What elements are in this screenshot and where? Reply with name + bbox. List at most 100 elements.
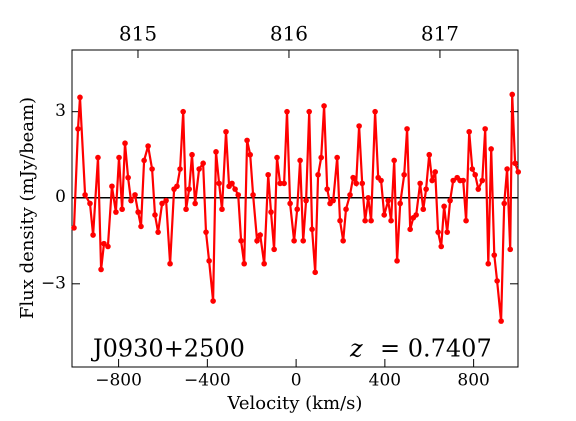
x-tick-label: −400	[184, 371, 231, 391]
data-point	[515, 169, 522, 175]
data-point	[95, 154, 101, 161]
data-point	[417, 180, 423, 187]
data-point	[167, 260, 173, 267]
data-point	[186, 186, 192, 192]
data-point	[75, 126, 81, 132]
x-axis-label: Velocity (km/s)	[227, 393, 363, 414]
data-point	[189, 151, 195, 158]
data-point	[482, 126, 488, 132]
data-point	[196, 166, 202, 172]
data-point	[488, 146, 494, 152]
data-point	[132, 192, 138, 198]
data-point	[250, 192, 256, 198]
x2-tick-label: 815	[119, 22, 157, 46]
data-point	[128, 197, 134, 204]
data-point	[309, 226, 315, 233]
data-point	[265, 171, 271, 178]
data-point	[447, 197, 453, 204]
data-point	[300, 237, 307, 244]
data-point	[388, 217, 394, 224]
x2-tick-label: 816	[270, 22, 308, 46]
data-point	[472, 171, 478, 178]
data-point	[77, 94, 83, 101]
data-point	[368, 217, 374, 224]
data-point	[297, 157, 303, 164]
data-point	[397, 200, 403, 207]
x-tick-label: 400	[369, 371, 401, 391]
data-point	[423, 186, 429, 192]
data-point	[281, 180, 287, 187]
data-point	[98, 266, 104, 273]
data-point	[149, 166, 155, 172]
redshift-symbol: z	[349, 335, 363, 363]
data-point	[271, 246, 277, 253]
data-point	[469, 166, 476, 172]
data-point	[512, 160, 518, 167]
data-point	[90, 232, 96, 238]
data-point	[206, 258, 212, 264]
data-point	[113, 209, 119, 215]
data-point	[213, 149, 219, 155]
data-point	[254, 237, 260, 244]
object-name: J0930+2500	[90, 335, 245, 363]
data-point	[466, 128, 472, 135]
data-point	[125, 174, 131, 181]
data-point	[356, 123, 362, 129]
data-point	[460, 177, 466, 184]
data-point	[507, 246, 514, 253]
data-point	[330, 197, 336, 204]
x2-tick-label: 817	[421, 22, 459, 46]
data-point	[122, 140, 128, 147]
data-point	[337, 217, 343, 224]
data-point	[315, 171, 321, 178]
data-point	[318, 154, 324, 161]
data-point	[277, 180, 283, 187]
data-point	[340, 237, 346, 244]
data-point	[347, 192, 353, 198]
data-point	[141, 157, 147, 164]
data-point	[163, 197, 169, 204]
data-point	[244, 137, 250, 144]
data-point	[450, 177, 457, 184]
data-point	[152, 212, 158, 218]
data-point	[362, 217, 368, 224]
data-point	[372, 108, 378, 115]
data-point	[385, 197, 391, 204]
data-point	[116, 154, 122, 161]
data-point	[203, 229, 209, 235]
data-point	[321, 103, 327, 109]
data-point	[241, 260, 247, 267]
data-point	[155, 229, 161, 235]
data-point	[232, 186, 238, 192]
data-point	[291, 237, 297, 244]
data-point	[82, 192, 88, 198]
data-point	[420, 206, 427, 213]
data-point	[235, 192, 241, 198]
data-point	[284, 108, 290, 115]
data-point	[261, 260, 267, 267]
data-point	[350, 174, 356, 181]
data-point	[381, 212, 388, 218]
y-tick-label: −3	[41, 273, 66, 293]
data-point	[334, 154, 340, 161]
data-point	[216, 180, 222, 187]
data-point	[71, 225, 77, 231]
data-point	[200, 160, 206, 167]
data-point	[413, 212, 419, 218]
data-point	[509, 91, 516, 98]
data-point	[343, 206, 349, 213]
data-point	[407, 226, 413, 233]
data-point	[394, 258, 400, 264]
data-point	[324, 186, 330, 192]
data-point	[303, 197, 309, 204]
data-point	[494, 278, 500, 284]
data-point	[294, 206, 301, 213]
data-point	[479, 177, 486, 184]
data-point	[138, 223, 144, 230]
data-point	[365, 194, 372, 201]
data-point	[174, 183, 180, 190]
x-tick-label: −800	[95, 371, 142, 391]
data-point	[145, 143, 151, 149]
data-point	[219, 206, 225, 213]
